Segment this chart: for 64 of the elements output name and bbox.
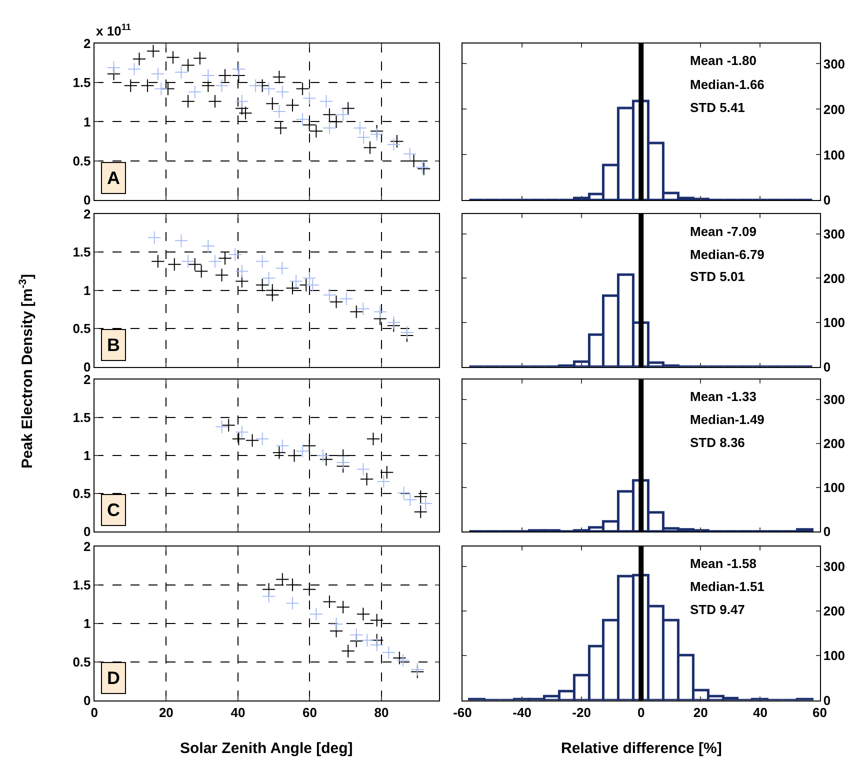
text: A: [107, 168, 120, 188]
x-tick-label: 0: [637, 704, 645, 720]
y-tick-label: 0.5: [72, 321, 91, 336]
y-tick-label: 1: [84, 616, 91, 631]
annotation: STD 5.01: [690, 269, 745, 284]
annotation: Median-1.66: [690, 77, 764, 92]
y-tick-label: 0: [84, 192, 91, 208]
y-tick-label: 1: [84, 282, 91, 298]
text: B: [107, 335, 120, 355]
y-tick-label: 1.5: [72, 410, 91, 426]
x-tick-label: 20: [693, 704, 708, 720]
y-tick-label: 300: [823, 392, 846, 408]
y-tick-label: 0: [84, 359, 91, 374]
x-tick-label: -20: [572, 704, 591, 720]
y-tick-label: 1: [84, 448, 91, 464]
annotation: Mean -1.80: [690, 53, 756, 68]
y-tick-label: 2: [84, 538, 91, 554]
annotation: Median-1.49: [690, 412, 764, 427]
annotation: Mean -1.33: [690, 389, 756, 404]
x-tick-label: 40: [230, 704, 246, 720]
x-tick-label: 40: [752, 704, 768, 720]
annotation: STD 5.41: [690, 100, 745, 115]
annotation: STD 8.36: [690, 435, 745, 450]
y-tick-label: 300: [823, 226, 846, 242]
y-tick-label: 0.5: [72, 154, 91, 168]
x-axis-title: Relative difference [%]: [561, 740, 722, 757]
y-tick-label: 0: [84, 524, 91, 540]
annotation: Mean -7.09: [690, 224, 756, 239]
y-tick-label: 100: [823, 480, 846, 496]
text: C: [107, 500, 120, 520]
y-tick-label: 300: [823, 56, 846, 72]
y-tick-label: 1.5: [72, 577, 91, 592]
y-tick-label: 0: [823, 192, 831, 208]
y-tick-label: 300: [823, 558, 846, 574]
y-tick-label: 1.5: [72, 75, 91, 90]
annotation: Median-6.79: [690, 247, 764, 262]
y-tick-label: 100: [823, 147, 846, 162]
x-axis-title: Solar Zenith Angle [deg]: [180, 740, 353, 757]
x-tick-label: 80: [374, 704, 389, 720]
x-tick-label: -60: [453, 704, 472, 720]
x-tick-label: 20: [158, 704, 174, 720]
y-tick-label: 0.5: [72, 486, 91, 502]
x-tick-label: -40: [512, 704, 532, 720]
annotation: STD 9.47: [690, 602, 745, 617]
y-tick-label: 200: [823, 102, 846, 117]
y-tick-label: 0: [84, 692, 91, 708]
text: D: [107, 668, 120, 688]
annotation: Mean -1.58: [690, 556, 756, 571]
annotation: Median-1.51: [690, 579, 764, 594]
y-tick-label: 0.5: [72, 654, 91, 670]
y-tick-label: 0: [823, 524, 831, 540]
y-tick-label: 200: [823, 604, 846, 619]
y-tick-label: 1.5: [72, 244, 91, 260]
text: x 10$^{11}$: [96, 22, 131, 38]
y-tick-label: 1: [84, 114, 91, 130]
y-tick-label: 2: [84, 372, 91, 388]
x-tick-label: 60: [302, 704, 317, 720]
y-tick-label: 200: [823, 270, 846, 286]
y-tick-label: 0: [823, 359, 831, 374]
y-tick-label: 2: [84, 206, 91, 222]
y-tick-label: 2: [84, 36, 91, 51]
y-tick-label: 100: [823, 315, 846, 330]
y-tick-label: 100: [823, 648, 846, 664]
y-tick-label: 200: [823, 436, 846, 452]
